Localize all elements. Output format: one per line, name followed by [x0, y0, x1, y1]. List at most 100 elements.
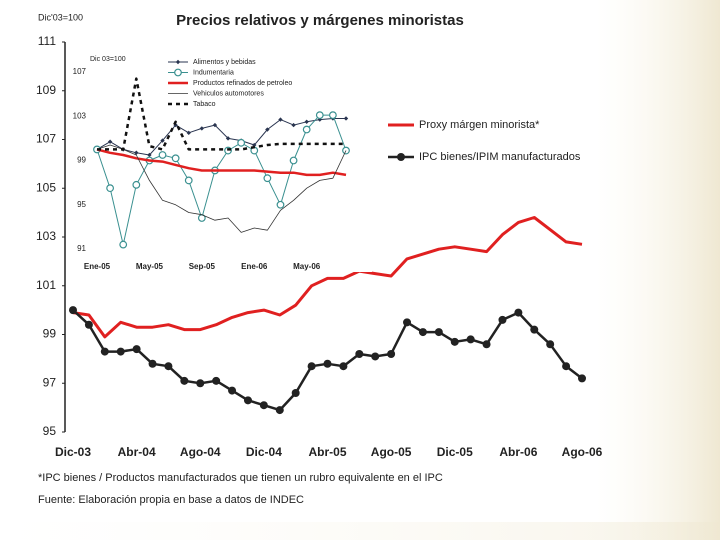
data-point [225, 136, 231, 141]
inset-background [72, 50, 372, 272]
background-decoration [0, 522, 720, 540]
data-point [132, 345, 141, 354]
data-point [69, 306, 77, 315]
data-point [237, 138, 246, 147]
data-point [186, 130, 191, 136]
data-point [434, 328, 443, 337]
x-tick-label: Ago-05 [371, 445, 412, 459]
y-tick-label: 107 [36, 132, 56, 146]
data-point [276, 200, 285, 209]
y-tick-label: 95 [43, 424, 57, 438]
y-axis-note: Dic'03=100 [38, 12, 83, 22]
legend-marker [174, 68, 182, 77]
data-point [403, 318, 412, 327]
y-tick-label: 97 [43, 375, 57, 389]
data-point [302, 125, 311, 134]
legend-marker [397, 153, 405, 161]
data-point [275, 406, 284, 415]
data-point [265, 127, 270, 132]
data-point [134, 150, 139, 155]
series-line [96, 118, 346, 156]
data-point [263, 174, 272, 183]
y-tick-label: 91 [77, 244, 86, 253]
data-point [291, 389, 300, 397]
x-tick-label: Dic-04 [246, 445, 282, 459]
y-tick-label: 111 [38, 34, 57, 48]
y-tick-label: 103 [73, 111, 87, 120]
data-point [164, 362, 173, 371]
x-tick-label: Abr-05 [308, 445, 346, 459]
y-tick-label: 107 [73, 67, 87, 76]
data-point [315, 111, 324, 120]
data-point [243, 396, 252, 405]
chart-title: Precios relativos y márgenes minoristas [176, 12, 464, 29]
x-tick-label: Dic-03 [55, 445, 91, 459]
x-tick-label: Ene-06 [241, 262, 268, 271]
data-point [148, 359, 157, 368]
data-point [212, 122, 218, 128]
data-point [84, 320, 93, 329]
data-point [160, 138, 165, 143]
y-tick-label: 105 [36, 180, 56, 194]
data-point [196, 379, 205, 388]
data-point [259, 401, 268, 410]
y-tick-label: 109 [36, 83, 56, 97]
data-point [171, 154, 180, 163]
data-point [116, 347, 125, 356]
y-tick-label: 99 [43, 327, 57, 341]
y-tick-label: 103 [36, 229, 56, 243]
inset-y-axis-note: Dic 03=100 [90, 56, 126, 63]
data-point [307, 362, 316, 371]
legend-label: IPC bienes/IPIM manufacturados [419, 151, 581, 163]
data-point [199, 126, 205, 131]
x-tick-label: Ago-04 [180, 445, 221, 459]
data-point [343, 116, 349, 121]
data-point [562, 362, 571, 371]
data-point [418, 328, 427, 337]
data-point [578, 374, 586, 383]
x-tick-label: Abr-06 [499, 445, 537, 459]
data-point [147, 152, 152, 158]
data-point [450, 337, 459, 346]
legend-label: Proxy márgen minorista* [419, 119, 540, 131]
source-note: Fuente: Elaboración propia en base a dat… [38, 494, 304, 506]
data-point [132, 180, 141, 189]
legend-label: Alimentos y bebidas [193, 59, 256, 66]
data-point [498, 315, 507, 324]
x-tick-label: May-06 [293, 262, 321, 271]
legend-label: Indumentaria [193, 69, 234, 76]
series-line [96, 114, 347, 246]
x-tick-label: May-05 [136, 262, 164, 271]
data-point [355, 350, 364, 358]
x-tick-label: Ago-06 [562, 445, 603, 459]
data-point [107, 139, 113, 144]
x-tick-label: Ene-05 [84, 262, 111, 271]
data-point [546, 340, 555, 349]
data-point [119, 240, 128, 249]
data-point [158, 151, 167, 159]
legend-marker [175, 59, 181, 65]
data-point [371, 352, 380, 361]
footnote: *IPC bienes / Productos manufacturados q… [38, 472, 443, 484]
data-point [339, 362, 348, 371]
y-tick-label: 99 [77, 156, 86, 165]
background-decoration [596, 0, 720, 540]
y-tick-label: 101 [36, 278, 56, 292]
data-point [387, 350, 396, 358]
x-tick-label: Abr-04 [118, 445, 156, 459]
y-tick-label: 95 [77, 200, 86, 209]
legend-label: Tabaco [193, 101, 216, 108]
data-point [514, 308, 523, 317]
data-point [106, 184, 115, 193]
data-point [466, 335, 475, 344]
data-point [323, 359, 332, 368]
legend-label: Vehiculos automotores [193, 90, 264, 97]
data-point [252, 142, 257, 148]
data-point [278, 117, 283, 122]
data-point [289, 156, 298, 165]
series-line [96, 144, 347, 233]
data-point [180, 376, 189, 385]
legend-label: Productos refinados de petroleo [193, 80, 292, 87]
